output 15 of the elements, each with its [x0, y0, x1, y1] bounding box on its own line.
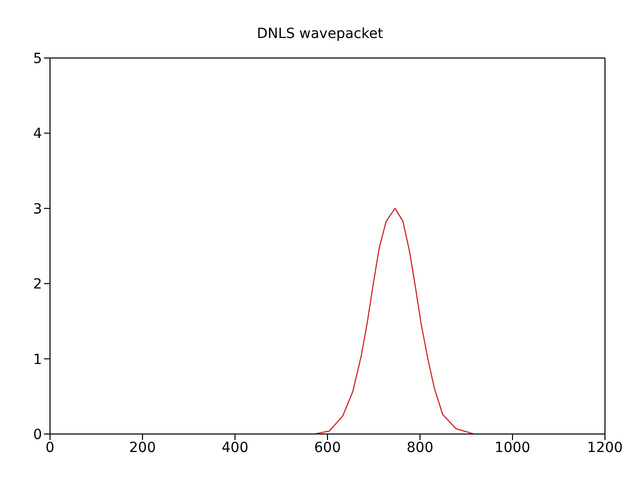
y-tick-label: 5	[33, 50, 42, 67]
x-tick-label: 200	[129, 440, 156, 456]
x-tick-label: 1000	[494, 440, 530, 456]
line-series	[314, 208, 475, 434]
y-tick-label: 3	[33, 201, 42, 218]
y-tick-label: 1	[33, 352, 42, 368]
y-tick-label: 2	[33, 276, 42, 293]
x-tick-label: 400	[222, 440, 248, 456]
x-tick-label: 600	[314, 440, 341, 456]
x-tick-label: 0	[46, 440, 54, 456]
x-tick-label: 1200	[587, 440, 623, 456]
x-tick-label: 800	[406, 440, 434, 456]
chart-title: DNLS wavepacket	[256, 26, 384, 42]
y-tick-label: 0	[33, 426, 42, 443]
y-tick-label: 4	[33, 126, 42, 142]
